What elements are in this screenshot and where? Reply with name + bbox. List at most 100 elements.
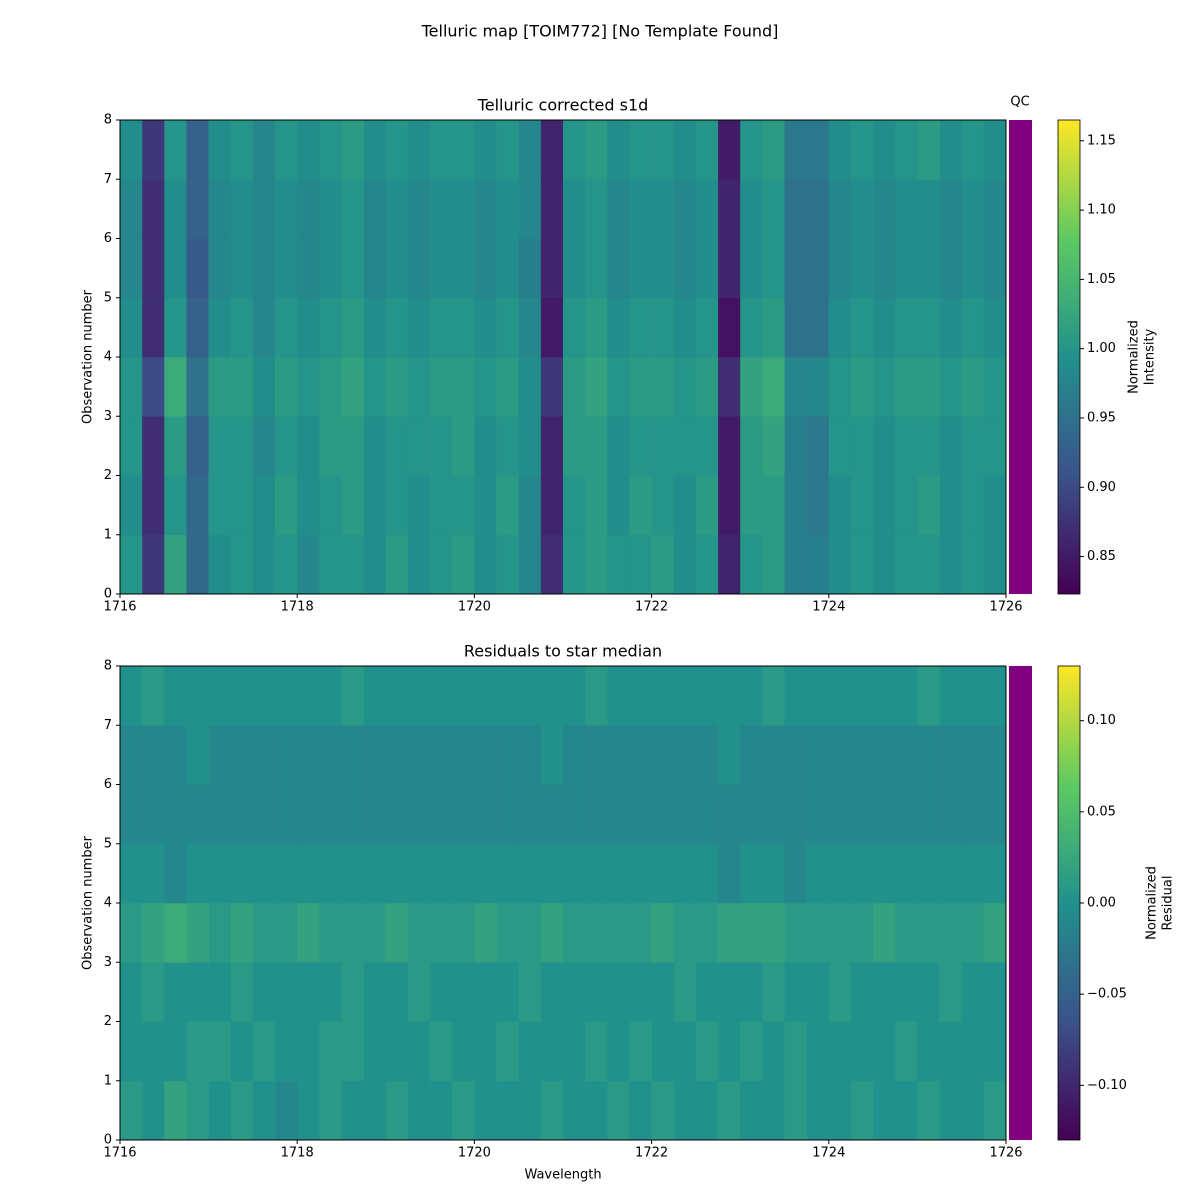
heatmap-cell <box>983 1080 1007 1141</box>
colorbar <box>1057 119 1081 595</box>
heatmap-cell <box>319 1080 342 1141</box>
heatmap-cell <box>873 179 896 239</box>
heatmap-cell <box>540 179 564 239</box>
heatmap-cell <box>518 1080 542 1141</box>
heatmap-cell <box>142 962 165 1022</box>
heatmap-cell <box>230 843 254 904</box>
heatmap-cell <box>452 238 475 299</box>
heatmap-cell <box>563 120 586 180</box>
y-tick-label: 7 <box>104 172 112 187</box>
heatmap-cell <box>806 297 830 358</box>
heatmap-cell <box>740 666 763 726</box>
heatmap-cell <box>961 843 985 904</box>
heatmap-cell <box>850 843 874 904</box>
heatmap-cell <box>430 238 453 299</box>
heatmap-cell <box>762 1080 785 1141</box>
heatmap-cell <box>230 666 254 726</box>
heatmap-cell <box>806 534 830 595</box>
heatmap-cell <box>186 179 209 239</box>
heatmap-cell <box>186 238 209 299</box>
heatmap-cell <box>917 903 940 963</box>
x-tick-label: 1726 <box>989 1146 1022 1161</box>
qc-bar <box>1009 120 1032 594</box>
heatmap-cell <box>762 534 785 595</box>
heatmap-cell <box>563 725 586 785</box>
heatmap-cell <box>895 1080 918 1141</box>
heatmap-cell <box>341 297 364 358</box>
heatmap-cell <box>784 725 807 785</box>
heatmap-cell <box>430 416 453 476</box>
heatmap-cell <box>164 534 187 595</box>
x-tick-label: 1726 <box>989 600 1022 615</box>
heatmap-cell <box>828 1021 852 1082</box>
heatmap-cell <box>319 179 342 239</box>
heatmap-cell <box>230 120 254 180</box>
heatmap-cell <box>607 843 630 904</box>
heatmap-cell <box>895 357 918 417</box>
heatmap-cell <box>297 1080 320 1141</box>
heatmap-cell <box>297 784 320 845</box>
heatmap-cell <box>695 357 719 417</box>
heatmap-cell <box>850 962 874 1022</box>
heatmap-cell <box>961 179 985 239</box>
heatmap-cell <box>873 297 896 358</box>
heatmap-cell <box>363 179 387 239</box>
heatmap-cell <box>385 1080 409 1141</box>
heatmap-cell <box>540 784 564 845</box>
heatmap-cell <box>252 843 276 904</box>
heatmap-cell <box>718 903 741 963</box>
heatmap-cell <box>297 475 320 536</box>
heatmap-cell <box>540 843 564 904</box>
heatmap-cell <box>385 179 409 239</box>
heatmap-cell <box>961 416 985 476</box>
heatmap-cell <box>784 962 807 1022</box>
heatmap-cell <box>651 1080 675 1141</box>
heatmap-cell <box>297 416 320 476</box>
heatmap-cell <box>695 725 719 785</box>
heatmap-cell <box>784 666 807 726</box>
heatmap-cell <box>718 475 741 536</box>
heatmap-cell <box>563 475 586 536</box>
heatmap-cell <box>230 1021 254 1082</box>
heatmap-cell <box>695 534 719 595</box>
heatmap-cell <box>961 725 985 785</box>
heatmap-cell <box>208 666 232 726</box>
heatmap-cell <box>518 475 542 536</box>
x-tick-label: 1720 <box>458 1146 491 1161</box>
heatmap-cell <box>164 962 187 1022</box>
heatmap-cell <box>939 962 962 1022</box>
heatmap-cell <box>319 475 342 536</box>
heatmap-cell <box>518 666 542 726</box>
heatmap-cell <box>407 120 431 180</box>
heatmap-cell <box>385 784 409 845</box>
heatmap-cell <box>983 784 1007 845</box>
heatmap-cell <box>341 1021 364 1082</box>
heatmap-cell <box>164 903 187 963</box>
heatmap-cell <box>939 120 962 180</box>
heatmap-cell <box>341 962 364 1022</box>
heatmap-cell <box>430 1080 453 1141</box>
heatmap-cell <box>363 475 387 536</box>
heatmap-cell <box>120 1021 143 1082</box>
heatmap-cell <box>673 725 697 785</box>
qc-bar <box>1009 666 1032 1140</box>
heatmap-cell <box>740 357 763 417</box>
heatmap-cell <box>828 238 852 299</box>
heatmap-cell <box>252 357 276 417</box>
heatmap-cell <box>430 784 453 845</box>
heatmap-cell <box>452 357 475 417</box>
heatmap-cell <box>540 903 564 963</box>
heatmap-cell <box>695 1021 719 1082</box>
heatmap-cell <box>496 238 519 299</box>
heatmap-cell <box>297 962 320 1022</box>
heatmap-cell <box>762 962 785 1022</box>
heatmap-cell <box>540 666 564 726</box>
heatmap-cell <box>540 1021 564 1082</box>
heatmap-cell <box>496 1021 519 1082</box>
y-tick-label: 7 <box>104 718 112 733</box>
heatmap-cell <box>762 666 785 726</box>
heatmap-cell <box>474 475 497 536</box>
heatmap-cell <box>363 962 387 1022</box>
heatmap-cell <box>762 1021 785 1082</box>
heatmap-cell <box>917 666 940 726</box>
